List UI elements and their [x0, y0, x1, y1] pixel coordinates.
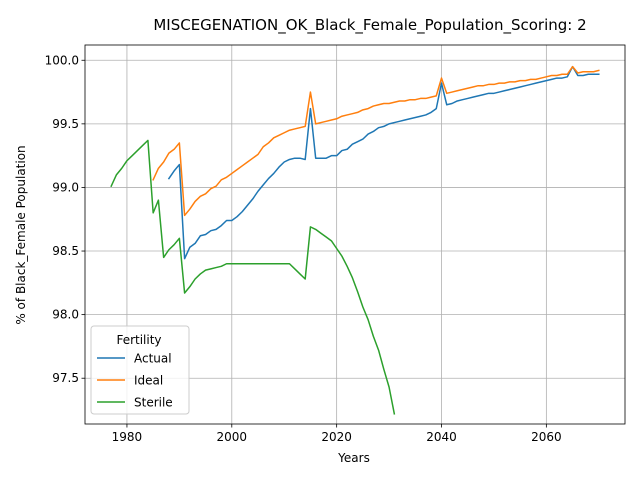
series-line-sterile [110, 139, 396, 415]
y-tick-label: 98.5 [52, 244, 79, 258]
legend-entries: Actual Ideal Sterile [97, 352, 173, 410]
plot-area [84, 44, 626, 425]
legend-label-actual: Actual [134, 352, 172, 366]
y-tick-label: 97.5 [52, 371, 79, 385]
series-line-actual [167, 65, 600, 260]
x-axis-label: Years [337, 451, 370, 465]
x-tick-label: 2000 [217, 430, 248, 444]
y-tick-label: 99.0 [52, 180, 79, 194]
x-tick-label: 2020 [321, 430, 352, 444]
y-tick-label: 100.0 [45, 53, 79, 67]
y-tick-label: 99.5 [52, 117, 79, 131]
legend-title: Fertility [116, 333, 161, 347]
x-tick-label: 2060 [531, 430, 562, 444]
axis-ticks: 1980 2000 2020 2040 2060 97.5 98.0 98.5 99.0 99.5… [45, 53, 562, 444]
y-tick-label: 98.0 [52, 308, 79, 322]
chart-title: MISCEGENATION_OK_Black_Female_Population… [153, 16, 586, 35]
legend-label-sterile: Sterile [134, 396, 173, 410]
x-tick-label: 1980 [112, 430, 143, 444]
x-tick-label: 2040 [426, 430, 457, 444]
legend-box [90, 325, 190, 415]
series-lines [110, 65, 600, 415]
series-line-ideal [152, 65, 600, 217]
legend-label-ideal: Ideal [134, 374, 163, 388]
legend: Fertility Actual Ideal Sterile [90, 325, 190, 415]
y-axis-label: % of Black_Female Population [14, 145, 28, 324]
